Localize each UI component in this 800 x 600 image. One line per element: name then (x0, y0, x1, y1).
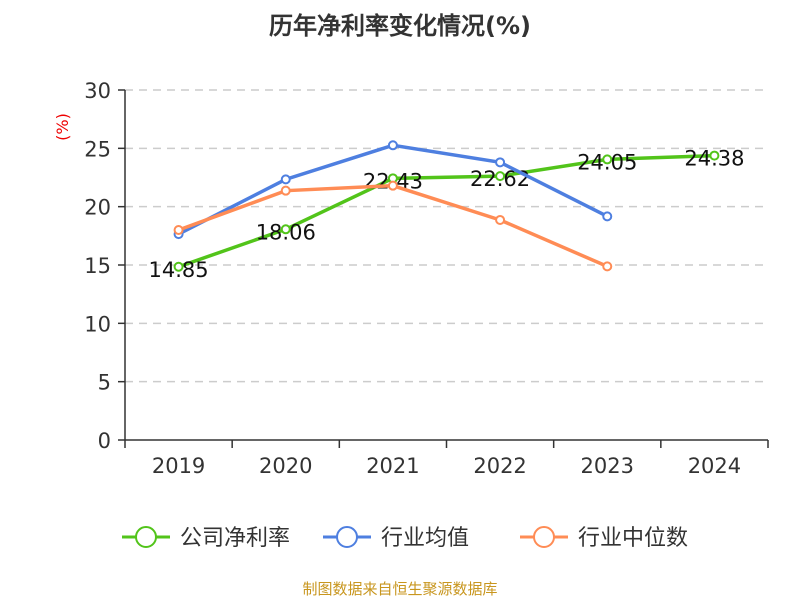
x-tick-label: 2023 (581, 454, 634, 478)
y-tick-label: 25 (84, 137, 111, 161)
y-axis-label: (%) (53, 113, 72, 141)
data-point (602, 154, 613, 165)
source-note: 制图数据来自恒生聚源数据库 (302, 580, 498, 598)
data-point (280, 185, 291, 196)
data-point (173, 261, 184, 272)
data-point (280, 174, 291, 185)
legend-label: 行业均值 (381, 526, 469, 551)
y-tick-label: 10 (84, 312, 111, 336)
data-label: 24.38 (684, 147, 744, 171)
y-tick-label: 5 (98, 371, 111, 395)
data-point (495, 214, 506, 225)
data-point (387, 180, 398, 191)
y-tick-label: 20 (84, 196, 111, 220)
data-label: 14.85 (149, 258, 209, 282)
y-tick-label: 0 (98, 429, 111, 453)
legend-label: 公司净利率 (180, 526, 290, 551)
data-label: 24.05 (577, 150, 637, 174)
x-tick-label: 2019 (152, 454, 205, 478)
data-point (602, 261, 613, 272)
legend-marker (135, 526, 157, 548)
series-line-2 (177, 183, 608, 269)
data-point (495, 171, 506, 182)
data-point (495, 157, 506, 168)
x-tick-label: 2021 (366, 454, 419, 478)
y-tick-label: 30 (84, 79, 111, 103)
legend-label: 行业中位数 (578, 526, 688, 551)
data-point (280, 224, 291, 235)
data-point (709, 150, 720, 161)
y-tick-label: 15 (84, 254, 111, 278)
x-tick-label: 2022 (473, 454, 526, 478)
data-point (602, 211, 613, 222)
data-point (173, 225, 184, 235)
chart-title: 历年净利率变化情况(%) (269, 12, 531, 40)
legend-marker (533, 526, 555, 548)
legend-marker (336, 526, 358, 548)
data-label: 18.06 (256, 220, 316, 244)
x-tick-label: 2020 (259, 454, 312, 478)
series-line-0 (178, 153, 715, 269)
data-label: 22.62 (470, 167, 530, 191)
data-point (387, 140, 398, 151)
x-tick-label: 2024 (688, 454, 741, 478)
